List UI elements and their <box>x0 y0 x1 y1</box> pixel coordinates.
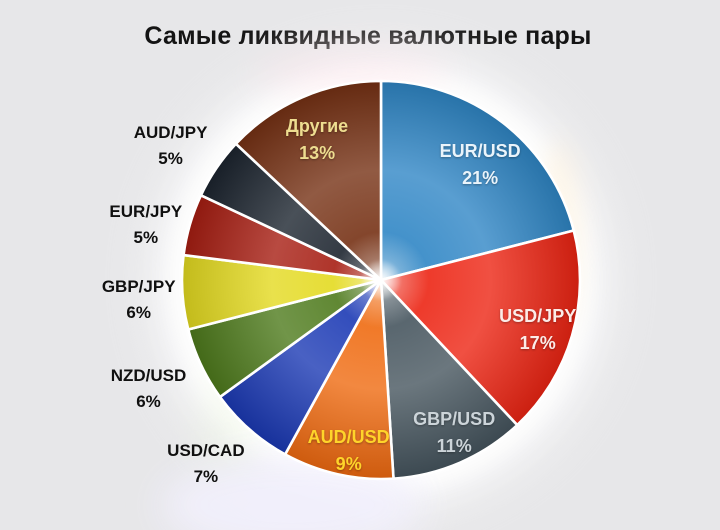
pie-slice <box>379 278 519 480</box>
pie-slice <box>234 79 383 282</box>
pie-slice <box>283 278 395 481</box>
pie-slice <box>379 229 582 427</box>
chart-title: Самые ликвидные валютные пары <box>144 22 592 50</box>
pie-slice <box>379 79 576 282</box>
